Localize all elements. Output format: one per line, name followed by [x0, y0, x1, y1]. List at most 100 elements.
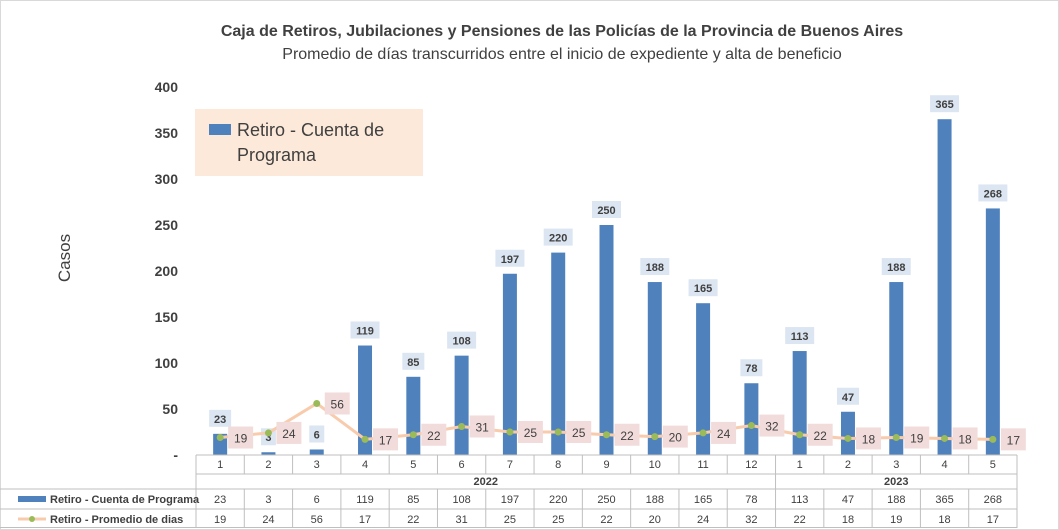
line-point — [264, 429, 272, 437]
table-cell-line-value: 18 — [938, 514, 950, 526]
table-cell-line-value: 20 — [649, 514, 661, 526]
line-label-box — [662, 425, 688, 448]
line-data-label: 22 — [813, 429, 827, 443]
x-tick-label: 3 — [314, 459, 320, 471]
y-axis-label: Casos — [55, 234, 74, 282]
line-data-label: 25 — [572, 426, 586, 440]
x-tick-label: 3 — [893, 459, 899, 471]
line-data-label: 24 — [282, 427, 296, 441]
table-cell-line-value: 32 — [745, 514, 757, 526]
table-cell-line-value: 18 — [842, 514, 854, 526]
bar — [358, 345, 373, 455]
y-tick-label: 200 — [155, 263, 179, 279]
legend-box — [195, 109, 423, 176]
table-cell-bar-value: 47 — [842, 494, 854, 506]
bar-label-box — [881, 258, 911, 276]
bar — [744, 383, 759, 455]
line-label-box — [614, 423, 640, 446]
line-label-box — [759, 414, 785, 437]
table-cell-line-value: 25 — [552, 514, 564, 526]
bar-label-box — [640, 258, 670, 276]
table-cell-line-value: 19 — [890, 514, 902, 526]
bar-data-label: 197 — [501, 254, 519, 266]
bar-data-label: 119 — [356, 326, 374, 338]
bar-label-box — [592, 201, 621, 218]
table-cell-bar-value: 108 — [452, 494, 470, 506]
line-data-label: 17 — [1007, 433, 1021, 447]
bar — [889, 282, 904, 455]
bar — [261, 452, 276, 455]
table-cell-line-value: 25 — [504, 514, 516, 526]
table-cell-bar-value: 85 — [407, 494, 419, 506]
line-data-label: 22 — [427, 429, 441, 443]
y-axis-ticks: - 50 100 150 200 250 300 350 400 — [155, 79, 179, 463]
bar-label-box — [688, 279, 718, 297]
table-row-label: Retiro - Promedio de dias — [50, 514, 183, 526]
line-label-box — [324, 392, 350, 415]
bar-data-label: 3 — [265, 432, 271, 444]
line-point — [941, 434, 949, 442]
line-point — [699, 429, 707, 437]
table-cell-bar-value: 250 — [597, 494, 615, 506]
line-label-box — [1000, 428, 1026, 451]
legend-label: Programa — [237, 145, 317, 165]
year-group-label: 2023 — [884, 476, 908, 488]
line-data-label: 20 — [669, 431, 683, 445]
bar-data-label: 78 — [745, 363, 757, 375]
table-cell-bar-value: 3 — [265, 494, 271, 506]
line-label-box — [373, 428, 399, 451]
bar — [696, 303, 711, 455]
table-cell-bar-value: 119 — [356, 494, 374, 506]
table-cell-bar-value: 6 — [314, 494, 320, 506]
x-tick-label: 4 — [941, 459, 947, 471]
bar-label-box — [543, 228, 573, 246]
bar-label-box — [350, 321, 380, 339]
table-cell-line-value: 31 — [455, 514, 467, 526]
line-data-label: 24 — [717, 427, 731, 441]
bar — [599, 225, 614, 455]
bar-label-box — [309, 425, 325, 443]
bar-data-label: 220 — [549, 233, 567, 245]
table-cell-line-value: 24 — [697, 514, 709, 526]
table-cell-bar-value: 268 — [984, 494, 1002, 506]
line-data-label: 31 — [475, 420, 489, 434]
line-label-box — [711, 421, 737, 444]
line-data-label: 25 — [524, 426, 538, 440]
bar-data-label: 188 — [887, 262, 905, 274]
line-point — [554, 428, 562, 436]
year-group-label: 2022 — [474, 476, 498, 488]
line-label-box — [807, 423, 833, 446]
x-tick-label: 1 — [797, 459, 803, 471]
bar — [309, 449, 324, 455]
bar-label-box — [740, 359, 763, 377]
bar-data-label: 268 — [984, 188, 1002, 200]
chart-subtitle: Promedio de días transcurridos entre el … — [282, 46, 842, 63]
line-point — [796, 431, 804, 439]
bar-data-label: 113 — [791, 331, 809, 343]
bar-label-box — [495, 249, 525, 267]
line-point — [747, 422, 755, 430]
table-cell-line-value: 17 — [987, 514, 999, 526]
y-tick-label: 100 — [155, 355, 179, 371]
bar — [792, 351, 807, 455]
table-key-marker — [29, 516, 35, 522]
line-label-box — [517, 421, 543, 443]
bar-data-label: 47 — [842, 392, 854, 404]
line-point — [892, 434, 900, 442]
bar-data-label: 6 — [314, 429, 320, 441]
bar-label-box — [785, 327, 815, 345]
line-data-label: 18 — [862, 432, 876, 446]
x-tick-label: 10 — [649, 459, 661, 471]
y-tick-label: - — [173, 447, 178, 463]
line-data-label: 18 — [958, 432, 972, 446]
bar — [454, 355, 469, 455]
line-data-label: 19 — [234, 432, 248, 446]
table-cell-bar-value: 188 — [887, 494, 905, 506]
bar-data-label: 23 — [214, 414, 226, 426]
table-cell-line-value: 22 — [794, 514, 806, 526]
line-label-box — [276, 421, 302, 444]
table-cell-line-value: 24 — [262, 514, 274, 526]
table-cell-line-value: 19 — [214, 514, 226, 526]
table-cell-line-value: 22 — [407, 514, 419, 526]
